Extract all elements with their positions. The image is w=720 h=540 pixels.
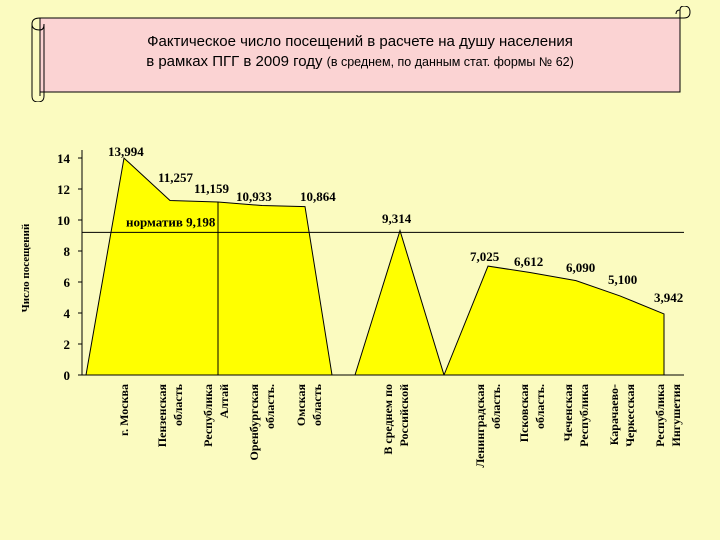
x-tick-label-line: область: [310, 383, 324, 426]
y-tick-label: 2: [64, 337, 71, 352]
title-banner: Фактическое число посещений в расчете на…: [28, 6, 692, 102]
x-tick-label-line: область.: [489, 384, 503, 429]
x-tick-label-line: Алтай: [217, 384, 231, 418]
x-tick-label-line: область.: [263, 384, 277, 429]
x-tick-label-line: область.: [533, 384, 547, 429]
x-tick-label-line: Чеченская: [561, 384, 575, 442]
area-series-group-3: [443, 265, 665, 376]
x-tick-label-line: Пензенская: [155, 383, 169, 447]
x-tick-label-line: Российской: [397, 384, 411, 447]
x-tick-label-line: Черкесская: [623, 384, 637, 447]
y-tick-label: 10: [57, 213, 70, 228]
value-label: 13,994: [108, 144, 144, 159]
y-tick-label: 8: [64, 244, 71, 259]
x-tick-label-line: Ингушетия: [669, 384, 683, 447]
x-tick-label: Пензенская область: [155, 383, 185, 447]
y-tick-label: 14: [57, 151, 71, 166]
x-tick-label-line: Омская: [294, 383, 308, 426]
x-tick-label: В среднем по Российской: [381, 384, 411, 455]
value-label: 11,257: [158, 170, 194, 185]
x-tick-label-line: Республика: [201, 384, 215, 447]
x-tick-label: Республика Ингушетия: [653, 384, 683, 447]
value-label: 10,933: [236, 189, 272, 204]
x-tick-label: Омская область: [294, 383, 324, 426]
x-tick-label: Чеченская Республика: [561, 384, 591, 447]
value-label: 5,100: [608, 272, 637, 287]
x-tick-label: Республика Алтай: [201, 384, 231, 447]
x-tick-label-line: Республика: [653, 384, 667, 447]
y-tick-label: 12: [57, 182, 70, 197]
x-tick-label-line: Оренбургская: [247, 383, 261, 460]
reference-line-label: норматив 9,198: [126, 214, 216, 229]
y-tick-label: 0: [64, 368, 71, 383]
x-tick-label-line: Ленинградская: [473, 383, 487, 467]
x-tick-label: Карачаево- Черкесская: [607, 384, 637, 447]
x-tick-label: Ленинградская область.: [473, 383, 503, 467]
x-tick-label-line: Псковская: [517, 383, 531, 442]
title-line-2: в рамках ПГГ в 2009 году (в среднем, по …: [50, 52, 670, 72]
value-label: 6,090: [566, 260, 595, 275]
chart-title: Фактическое число посещений в расчете на…: [50, 32, 670, 72]
title-line-1: Фактическое число посещений в расчете на…: [147, 33, 573, 50]
x-tick-label: Псковская область.: [517, 383, 547, 442]
y-tick-label: 6: [64, 275, 71, 290]
value-label: 10,864: [300, 189, 336, 204]
x-tick-label: Оренбургская область.: [247, 383, 277, 460]
value-label: 7,025: [470, 249, 500, 264]
title-note: (в среднем, по данным стат. формы № 62): [326, 55, 574, 69]
title-main: в рамках ПГГ в 2009 году: [146, 53, 323, 70]
x-tick-label-line: г. Москва: [117, 384, 131, 436]
value-label: 3,942: [654, 290, 683, 305]
x-tick-label: г. Москва: [117, 384, 131, 436]
area-series-group-2: [354, 228, 445, 376]
scroll-shape: [31, 6, 691, 102]
area-series-group-1: [85, 157, 333, 376]
value-label: 9,314: [382, 211, 412, 226]
x-tick-label-line: область: [171, 383, 185, 426]
x-tick-label-line: В среднем по: [381, 384, 395, 455]
y-tick-label: 4: [64, 306, 71, 321]
value-label: 11,159: [194, 181, 230, 196]
value-label: 6,612: [514, 254, 543, 269]
x-tick-label-line: Карачаево-: [607, 384, 621, 445]
x-tick-label-line: Республика: [577, 384, 591, 447]
